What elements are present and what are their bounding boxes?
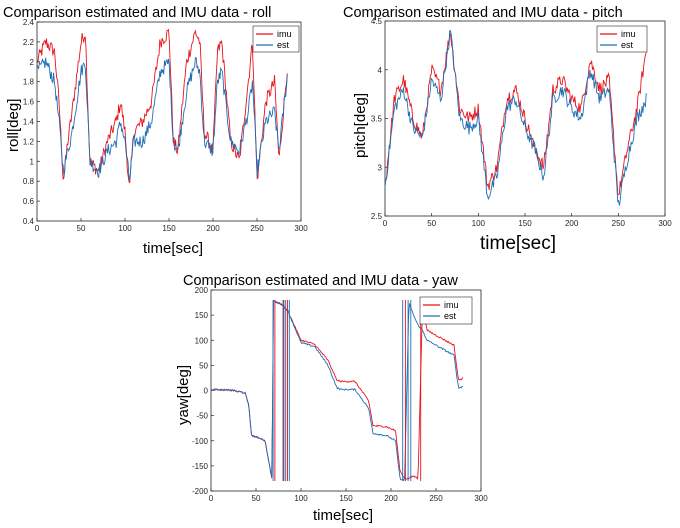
x-tick-label: 50	[252, 494, 261, 503]
x-tick-label: 150	[162, 224, 176, 233]
y-tick-label: -50	[196, 412, 208, 421]
legend-label-imu: imu	[621, 29, 636, 39]
legend-label-est: est	[621, 40, 634, 50]
y-tick-label: 1.6	[23, 98, 35, 107]
legend-label-est: est	[444, 311, 457, 321]
y-tick-label: 1.2	[23, 137, 35, 146]
y-tick-label: 0.6	[23, 197, 35, 206]
x-tick-label: 250	[429, 494, 443, 503]
yaw-title: Comparison estimated and IMU data - yaw	[183, 273, 458, 289]
x-tick-label: 150	[339, 494, 353, 503]
y-tick-label: 50	[199, 361, 208, 370]
x-tick-label: 100	[118, 224, 132, 233]
roll-plot-area	[36, 21, 302, 222]
roll-title: Comparison estimated and IMU data - roll	[3, 5, 271, 21]
x-tick-label: 250	[612, 219, 626, 228]
y-tick-label: 1	[30, 157, 35, 166]
legend-label-imu: imu	[444, 300, 459, 310]
x-tick-label: 200	[206, 224, 220, 233]
yaw-chart: Comparison estimated and IMU data - yaw …	[175, 273, 488, 524]
x-tick-label: 0	[383, 219, 388, 228]
roll-chart: Comparison estimated and IMU data - roll…	[3, 5, 308, 257]
x-tick-label: 300	[294, 224, 308, 233]
x-tick-label: 300	[474, 494, 488, 503]
y-tick-label: -200	[192, 487, 209, 496]
y-tick-label: 2.5	[371, 212, 383, 221]
y-tick-label: 0.8	[23, 177, 35, 186]
y-tick-label: -150	[192, 462, 209, 471]
x-tick-label: 250	[250, 224, 264, 233]
roll-ylabel: roll[deg]	[5, 99, 22, 152]
yaw-ylabel: yaw[deg]	[175, 365, 192, 425]
y-tick-label: -100	[192, 437, 209, 446]
y-tick-label: 100	[195, 336, 209, 345]
x-tick-label: 0	[209, 494, 214, 503]
series-line-est	[384, 30, 647, 206]
x-tick-label: 0	[35, 224, 40, 233]
x-tick-label: 300	[658, 219, 672, 228]
y-tick-label: 4.5	[371, 17, 383, 26]
x-tick-label: 100	[472, 219, 486, 228]
y-tick-label: 1.4	[23, 118, 35, 127]
series-line-imu	[384, 32, 647, 196]
y-tick-label: 2.2	[23, 38, 35, 47]
y-tick-label: 0.4	[23, 217, 35, 226]
y-tick-label: 1.8	[23, 78, 35, 87]
series-line-est	[36, 57, 288, 181]
x-tick-label: 150	[518, 219, 532, 228]
roll-xlabel: time[sec]	[143, 240, 203, 257]
pitch-chart: Comparison estimated and IMU data - pitc…	[343, 5, 672, 254]
pitch-ylabel: pitch[deg]	[352, 93, 369, 158]
legend-label-imu: imu	[277, 29, 292, 39]
legend-box	[596, 25, 648, 53]
x-tick-label: 200	[565, 219, 579, 228]
series-line-imu	[36, 28, 288, 184]
x-tick-label: 200	[384, 494, 398, 503]
yaw-xlabel: time[sec]	[313, 507, 373, 524]
x-tick-label: 50	[77, 224, 86, 233]
y-tick-label: 3	[378, 163, 383, 172]
x-tick-label: 100	[294, 494, 308, 503]
legend-box	[252, 25, 300, 53]
y-tick-label: 4	[378, 66, 383, 75]
y-tick-label: 0	[204, 387, 209, 396]
x-tick-label: 50	[427, 219, 436, 228]
y-tick-label: 3.5	[371, 115, 383, 124]
legend-label-est: est	[277, 40, 290, 50]
y-tick-label: 200	[195, 286, 209, 295]
pitch-title: Comparison estimated and IMU data - pitc…	[343, 5, 623, 21]
y-tick-label: 2.4	[23, 18, 35, 27]
y-tick-label: 2	[30, 58, 35, 67]
y-tick-label: 150	[195, 311, 209, 320]
pitch-xlabel: time[sec]	[480, 233, 556, 254]
legend-box	[419, 296, 473, 325]
